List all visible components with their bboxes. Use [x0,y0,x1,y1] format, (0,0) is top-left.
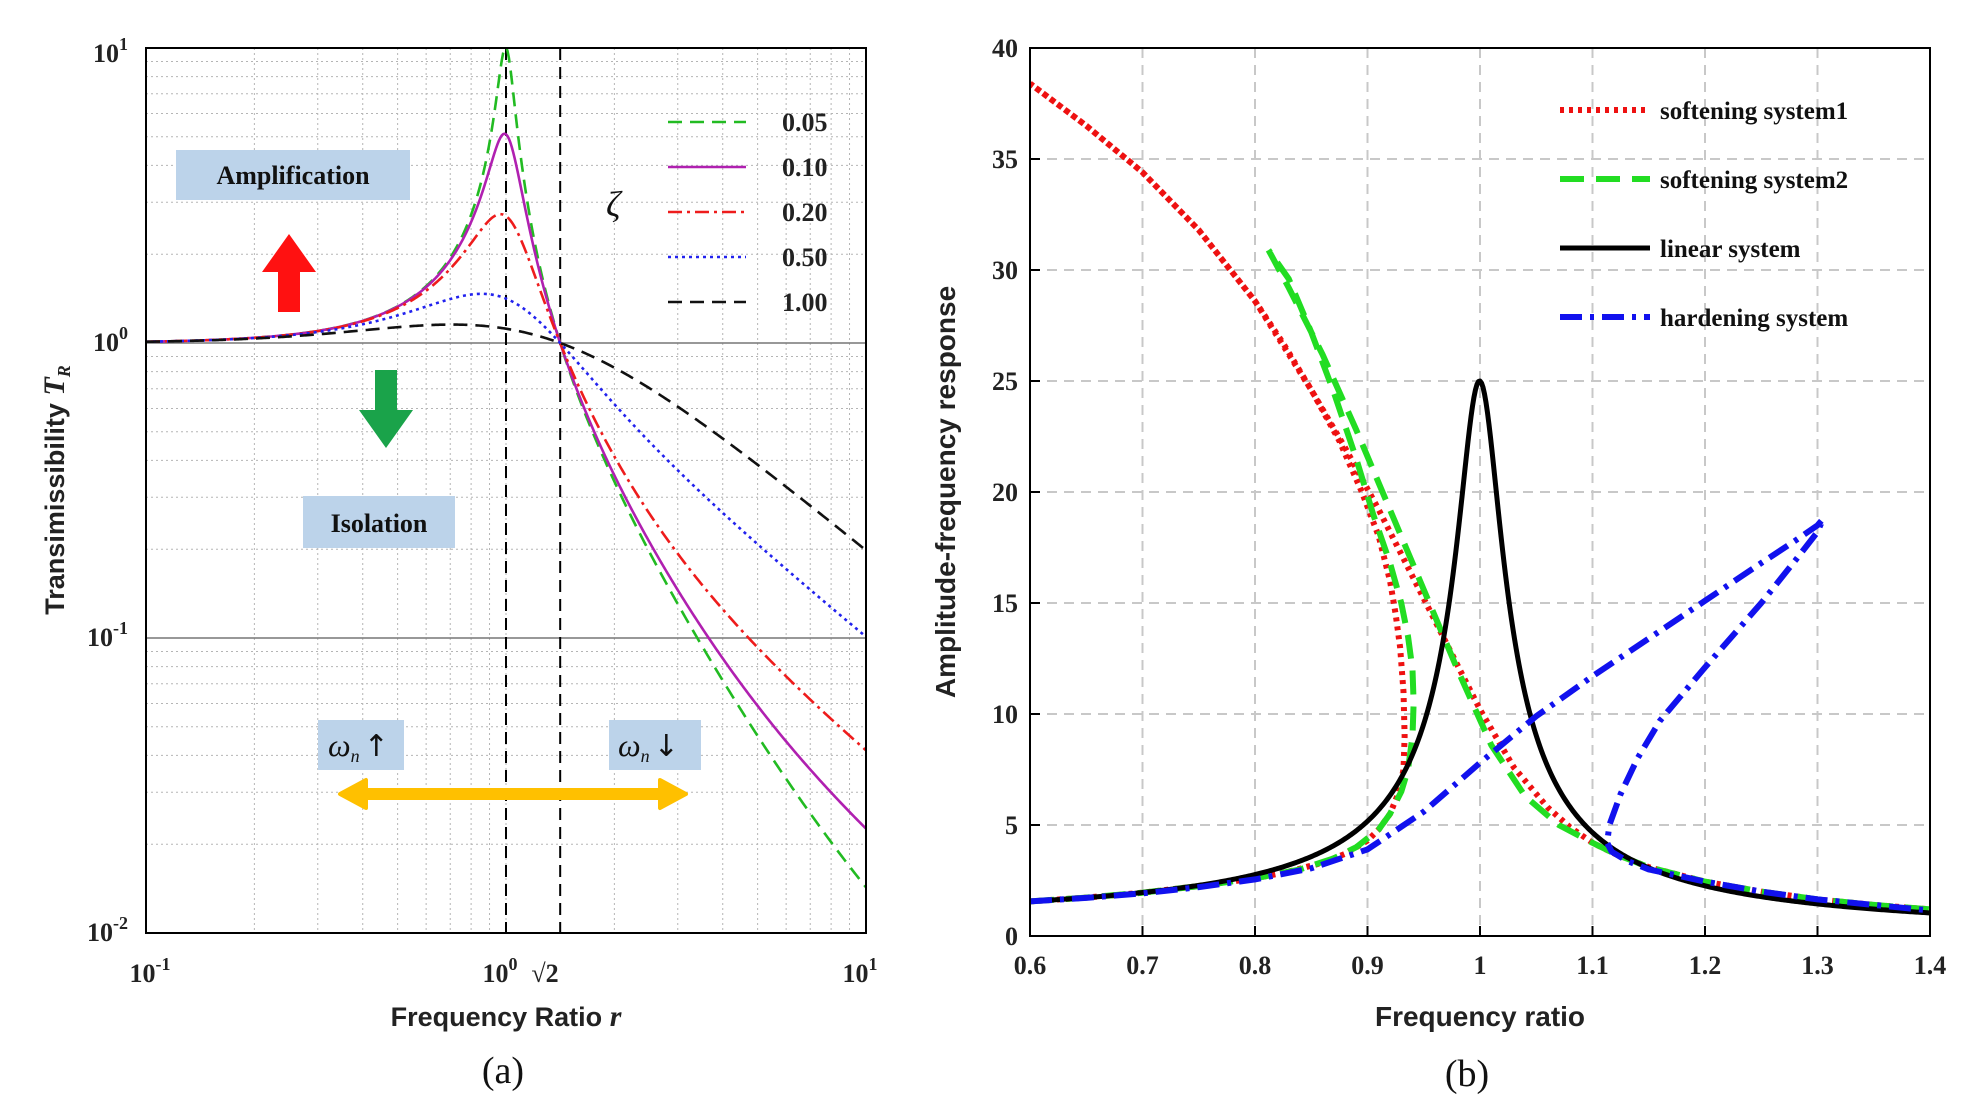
panel-a-series [146,48,866,889]
panel-a-legend: ζ 0.05 0.10 0.20 0.50 1.00 [606,108,828,317]
legend-label: hardening system [1660,305,1848,332]
series-line-hardening-system [1030,515,1930,914]
omega-down-label: ωn ↓ [618,727,679,766]
panel-a-reference-lines [146,48,866,933]
xtick-label: 0.9 [1351,951,1384,980]
omega-up-label: ωn ↑ [328,727,389,766]
legend-label: 0.05 [782,108,828,137]
ytick-label: 20 [992,478,1018,507]
omega-up-box [318,720,404,770]
panel-b-ticks: 0.6 0.7 0.8 0.9 1 1.1 1.2 1.3 1.4 0 5 10 15 20 25 30 35 4… [992,34,1946,980]
ytick-label: 10-2 [87,913,128,947]
series-line-zeta-1.00 [146,323,866,552]
legend-label: softening system1 [1660,98,1848,125]
caption-b: (b) [1445,1053,1489,1095]
amplification-up-arrow [262,234,316,312]
panel-a-annotations: Amplification Isolation ωn ↑ ωn ↓ [176,150,701,810]
legend-title-zeta: ζ [606,184,623,224]
series-line-linear-system [1030,378,1930,916]
amplification-box [176,150,410,200]
ytick-label: 40 [992,34,1018,63]
panel-b-series [1030,81,1930,916]
xtick-label: 0.6 [1014,951,1047,980]
panel-a-ylabel: Transimissibility TR [38,365,74,614]
panel-a-frame [145,47,867,934]
isolation-box [303,496,455,548]
panel-b: 0.6 0.7 0.8 0.9 1 1.1 1.2 1.3 1.4 0 5 10 15 20 25 30 35 4… [930,34,1946,1032]
ytick-label: 10-1 [87,618,128,652]
panel-b-ylabel: Amplitude-frequency response [930,286,961,698]
xtick-label: 101 [843,954,878,988]
xtick-label: 1 [1474,951,1487,980]
caption-a: (a) [482,1050,524,1092]
amplification-label: Amplification [216,161,370,190]
legend-label: 0.50 [782,243,828,272]
panel-a-xlabel: Frequency Ratio r [391,1000,622,1033]
panel-a-yticks: 10-2 10-1 100 101 [87,34,128,947]
ytick-label: 0 [1005,922,1018,951]
isolation-label: Isolation [331,509,428,538]
xtick-label-sqrt2: √2 [531,959,558,988]
isolation-down-arrow [359,370,413,448]
ytick-label: 100 [93,323,128,357]
omega-down-box [609,720,701,770]
xtick-label: 1.4 [1914,951,1947,980]
panel-a-xticks: 10-1 100 √2 101 [130,954,878,988]
xtick-label: 100 [483,954,518,988]
ytick-label: 35 [992,145,1018,174]
xtick-label: 0.8 [1239,951,1272,980]
xtick-label: 1.1 [1576,951,1609,980]
legend-label: softening system2 [1660,167,1848,194]
ytick-label: 5 [1005,811,1018,840]
xtick-label: 1.2 [1689,951,1722,980]
legend-label: 0.10 [782,153,828,182]
xtick-label: 0.7 [1126,951,1159,980]
panel-b-legend: softening system1 softening system2 linear… [1560,98,1848,332]
ytick-label: 15 [992,589,1018,618]
legend-label: 0.20 [782,198,828,227]
panel-b-xlabel: Frequency ratio [1375,1001,1585,1032]
xtick-label: 10-1 [130,954,171,988]
legend-label: 1.00 [782,288,828,317]
ytick-label: 101 [93,34,128,68]
xtick-label: 1.3 [1801,951,1834,980]
legend-label: linear system [1660,236,1801,263]
ytick-label: 30 [992,256,1018,285]
frequency-shift-double-arrow [338,778,688,810]
ytick-label: 25 [992,367,1018,396]
ytick-label: 10 [992,700,1018,729]
panel-a: 10-2 10-1 100 101 10-1 100 √2 101 Freque… [38,34,878,1033]
